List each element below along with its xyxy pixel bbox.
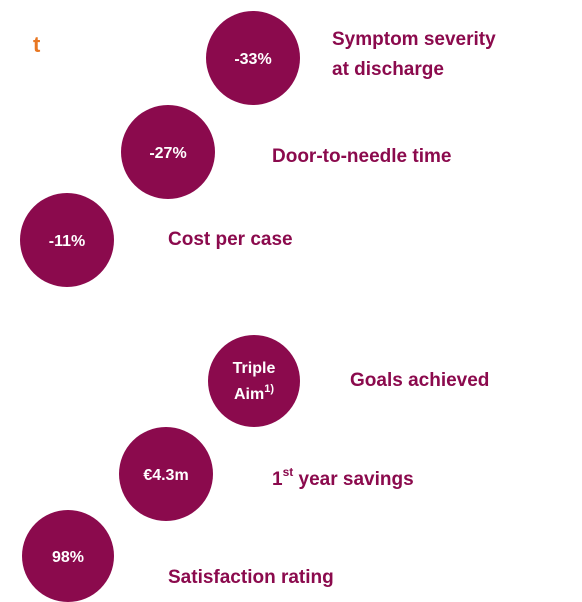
impact-label: 1: [272, 469, 283, 490]
result-label: Symptom severity: [332, 29, 496, 50]
impact-value: 98%: [52, 549, 84, 566]
impact-label: Satisfaction rating: [168, 567, 334, 588]
result-label: at discharge: [332, 59, 444, 80]
impact-value: Aim: [234, 386, 264, 403]
impact-value: Aim1): [234, 383, 274, 403]
impact-circle: [208, 335, 300, 427]
result-value: -27%: [149, 145, 186, 162]
impact-circle: [119, 427, 213, 521]
impact-label: year savings: [293, 469, 413, 490]
title-fragment: t: [33, 32, 41, 57]
result-label: Cost per case: [168, 229, 293, 250]
impact-value: €4.3m: [143, 467, 188, 484]
result-circle: [121, 105, 215, 199]
superscript: st: [283, 465, 294, 479]
impact-label: 1st year savings: [272, 465, 414, 490]
result-value: -11%: [49, 233, 85, 250]
result-label: Door-to-needle time: [272, 146, 451, 167]
result-circle: [206, 11, 300, 105]
impact-label: Goals achieved: [350, 370, 489, 391]
result-circle: [20, 193, 114, 287]
impact-value: Triple: [233, 360, 276, 377]
impact-circle: [22, 510, 114, 602]
superscript: 1): [264, 383, 274, 395]
result-value: -33%: [234, 51, 271, 68]
